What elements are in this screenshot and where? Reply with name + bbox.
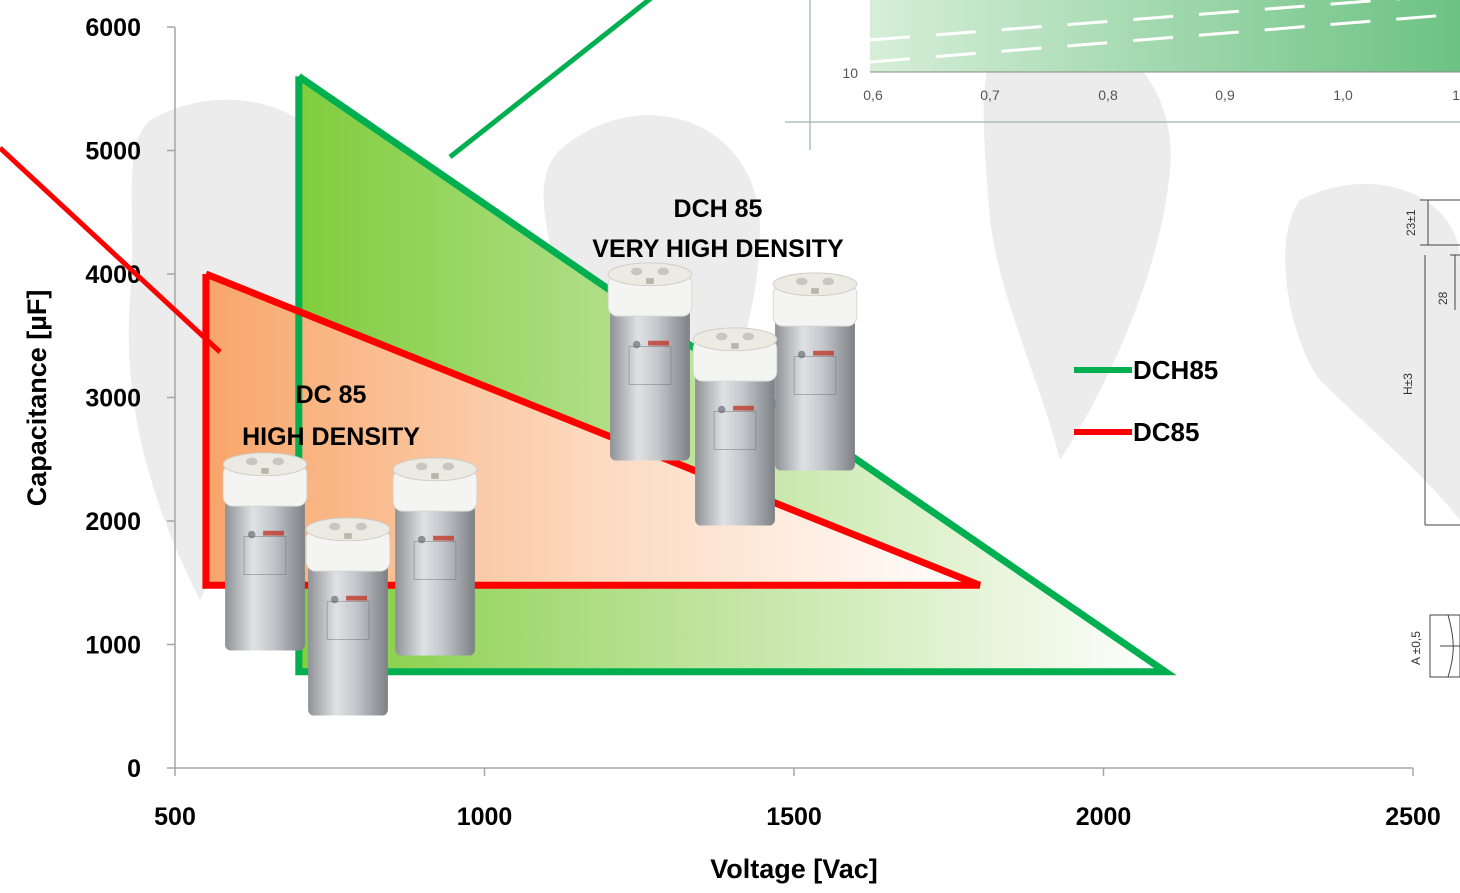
x-axis-title: Voltage [Vac] xyxy=(710,854,878,884)
dch85-leader-line xyxy=(448,0,653,159)
x-tick-label: 1500 xyxy=(766,803,822,831)
x-tick-label: 2000 xyxy=(1076,803,1132,831)
legend-label-dch85: DCH85 xyxy=(1133,355,1218,385)
x-tick-label: 1000 xyxy=(457,803,513,831)
inset-x-tick: 1 xyxy=(1452,87,1460,103)
dim-label-3: H±3 xyxy=(1401,373,1415,395)
x-tick-label: 500 xyxy=(154,803,196,831)
inset-chart: 10 0,6 0,7 0,8 0,9 1,0 1 xyxy=(785,0,1460,150)
y-tick-label: 1000 xyxy=(85,632,141,660)
axes: 0 1000 2000 3000 4000 5000 6000 500 1000 1500 2000… xyxy=(85,14,1440,831)
y-tick-label: 2000 xyxy=(85,508,141,536)
y-axis-title: Capacitance [µF] xyxy=(22,290,52,507)
dc85-region-outline xyxy=(202,270,982,589)
y-tick-label: 4000 xyxy=(85,261,141,289)
dimension-drawing xyxy=(1420,199,1460,678)
dim-label-1: 23±1 xyxy=(1404,209,1418,236)
dim-label-2: 28 xyxy=(1436,291,1450,305)
inset-x-tick: 0,6 xyxy=(863,87,883,103)
inset-x-tick: 0,9 xyxy=(1215,87,1235,103)
dch85-label-line2: VERY HIGH DENSITY xyxy=(592,235,844,263)
legend: DCH85 DC85 xyxy=(1074,355,1218,447)
x-tick-label: 2500 xyxy=(1385,803,1441,831)
legend-label-dc85: DC85 xyxy=(1133,417,1199,447)
y-tick-label: 3000 xyxy=(85,385,141,413)
inset-x-tick: 0,8 xyxy=(1098,87,1118,103)
y-tick-label: 5000 xyxy=(85,138,141,166)
dc85-label-line2: HIGH DENSITY xyxy=(242,423,420,451)
y-tick-label: 0 xyxy=(127,755,141,783)
inset-y-tick: 10 xyxy=(842,65,858,81)
y-tick-label: 6000 xyxy=(85,14,141,42)
dch85-label-line1: DCH 85 xyxy=(674,195,763,223)
inset-x-tick: 0,7 xyxy=(980,87,1000,103)
dim-label-4: A ±0,5 xyxy=(1409,631,1423,665)
dc85-label-line1: DC 85 xyxy=(296,381,367,409)
dc85-leader-line xyxy=(0,146,222,354)
inset-x-tick: 1,0 xyxy=(1333,87,1353,103)
